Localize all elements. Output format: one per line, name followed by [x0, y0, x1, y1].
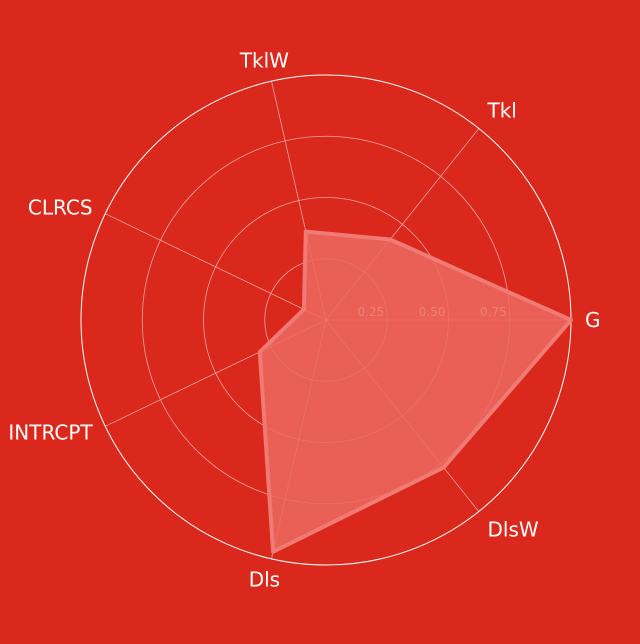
series-polygon [257, 229, 573, 554]
category-label-g: G [585, 308, 601, 332]
category-label-tkl: Tkl [487, 99, 517, 123]
radar-labels: G Tkl TklW CLRCS INTRCPT Dls DlsW [8, 49, 600, 592]
spoke-clrcs [105, 213, 327, 321]
category-label-tklw: TklW [239, 49, 289, 73]
category-label-intrcpt: INTRCPT [8, 420, 93, 444]
category-label-dlsw: DlsW [488, 518, 539, 542]
category-label-dls: Dls [249, 568, 280, 592]
radar-series [257, 229, 573, 554]
category-label-clrcs: CLRCS [28, 196, 93, 220]
